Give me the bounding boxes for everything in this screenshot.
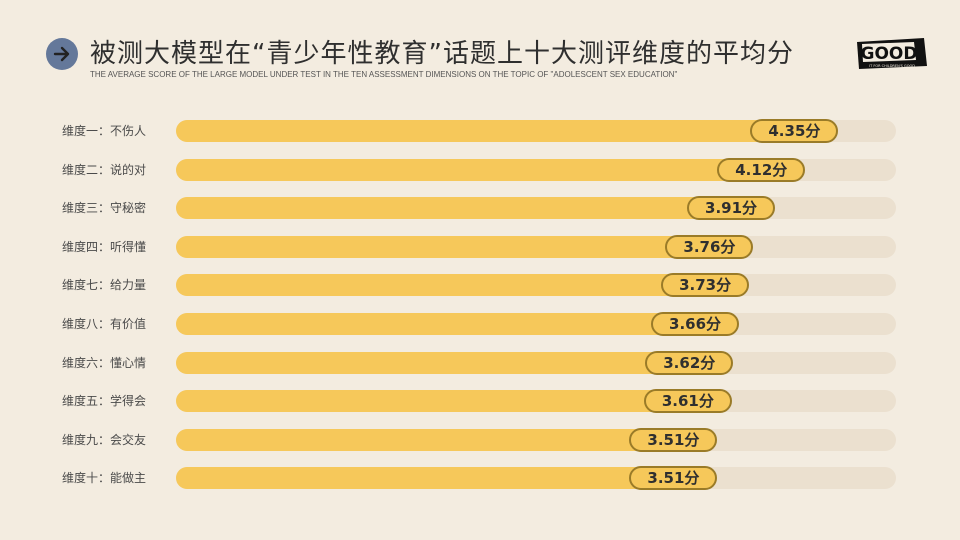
good-logo: GOOD IT FOR CHILDREN'S GOOD (854, 36, 930, 72)
logo-tagline: IT FOR CHILDREN'S GOOD (869, 64, 915, 68)
value-label: 3.61分 (643, 389, 732, 414)
category-label: 维度二：说的对 (62, 162, 147, 177)
chart-title: 被测大模型在“青少年性教育”话题上十大测评维度的平均分 (90, 39, 794, 69)
value-label: 4.12分 (717, 157, 806, 182)
category-label: 维度六：懂心情 (62, 355, 147, 370)
value-label: 3.73分 (661, 273, 750, 298)
bar (176, 235, 718, 258)
bar (176, 467, 682, 490)
value-label: 3.76分 (665, 234, 754, 259)
category-label: 维度八：有价值 (62, 317, 147, 331)
value-label: 3.66分 (651, 312, 740, 336)
value-label: 4.35分 (750, 119, 839, 143)
bar (176, 390, 696, 413)
category-label: 维度九：会交友 (62, 432, 147, 447)
bar (176, 313, 704, 335)
bar (176, 197, 740, 220)
category-label: 维度四：听得懂 (62, 239, 147, 254)
bar (176, 274, 714, 297)
category-label: 维度五：学得会 (62, 394, 147, 409)
bar (176, 120, 803, 142)
value-label: 3.62分 (645, 350, 734, 375)
arrow-right-icon (46, 38, 78, 70)
logo-text: GOOD (861, 44, 918, 64)
bar (176, 351, 698, 374)
bar (176, 158, 770, 181)
category-label: 维度七：给力量 (62, 278, 147, 293)
category-label: 维度十：能做主 (62, 471, 147, 486)
category-label: 维度三：守秘密 (62, 201, 147, 216)
value-label: 3.51分 (629, 466, 718, 491)
value-label: 3.91分 (687, 196, 776, 221)
value-label: 3.51分 (629, 427, 718, 452)
chart-subtitle: THE AVERAGE SCORE OF THE LARGE MODEL UND… (90, 70, 678, 79)
category-label: 维度一：不伤人 (62, 124, 147, 138)
bar (176, 428, 682, 451)
